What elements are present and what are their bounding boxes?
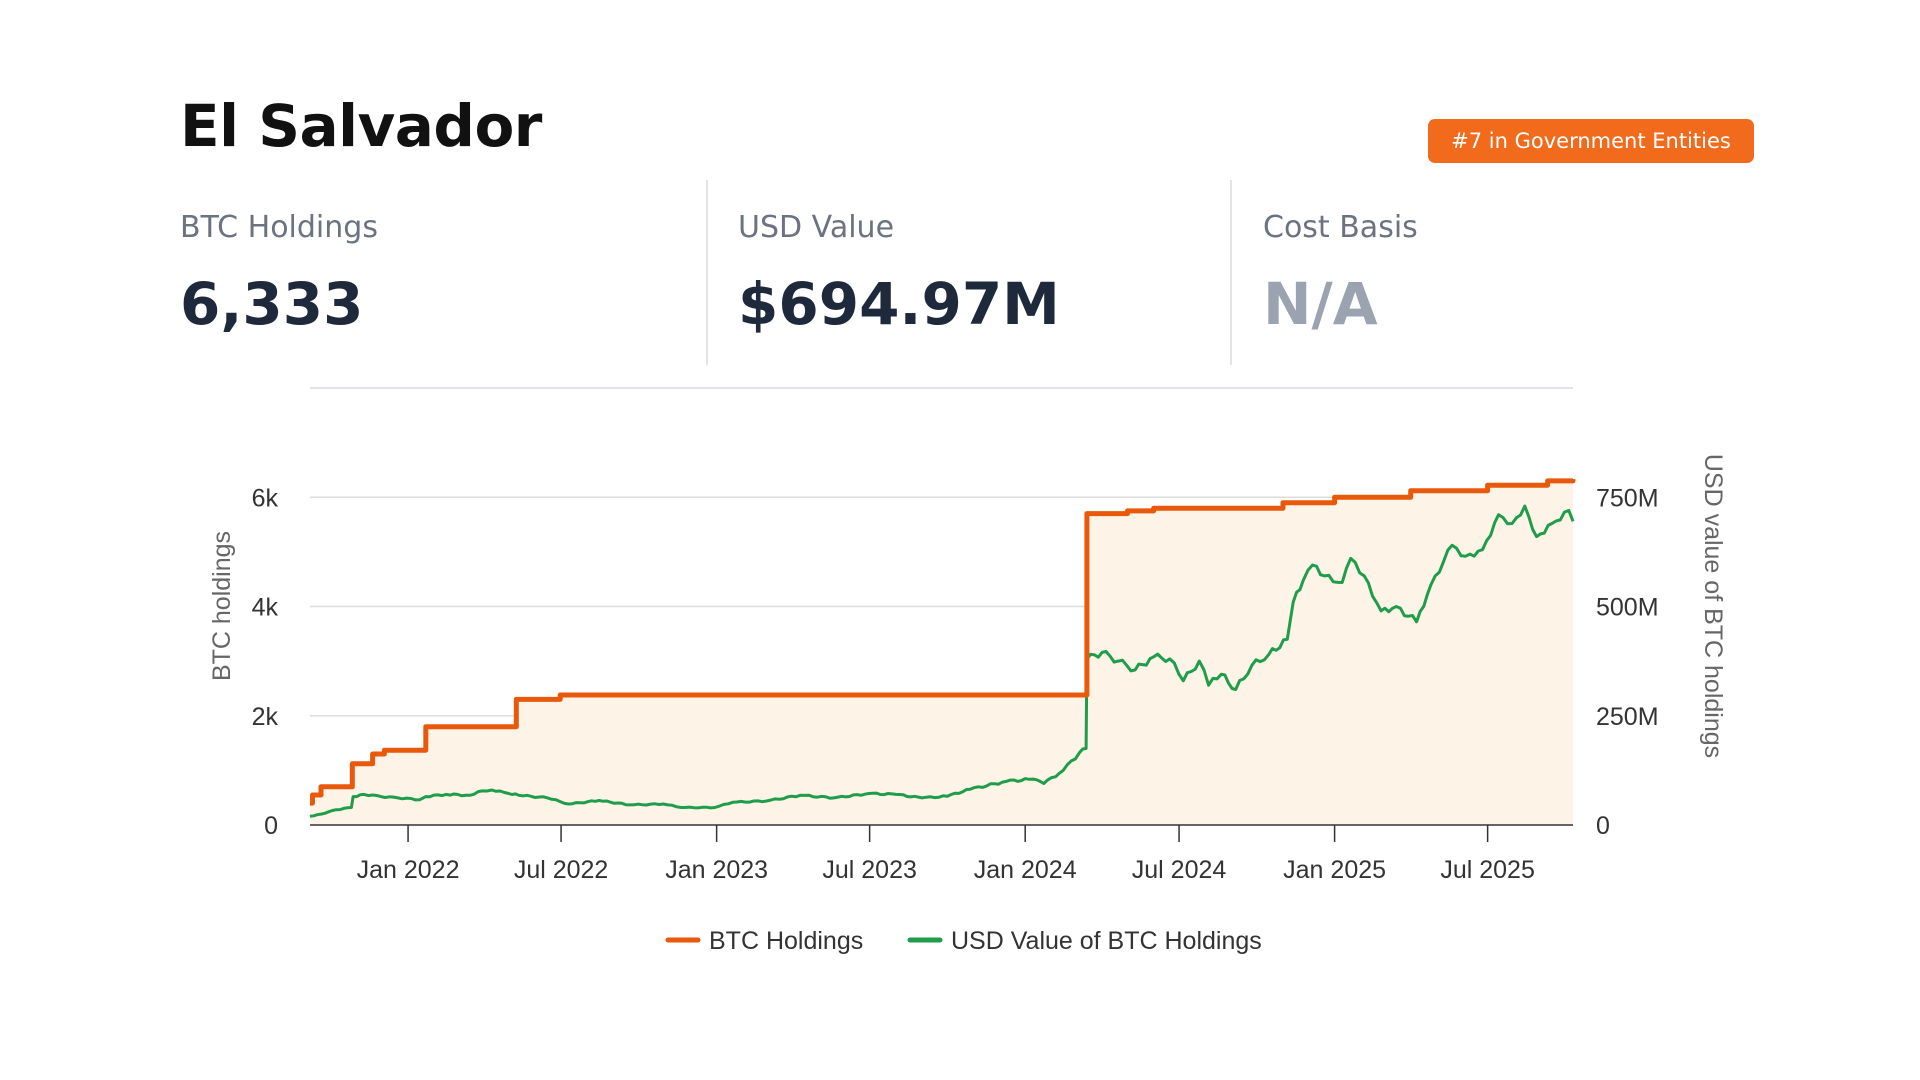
legend-label: USD Value of BTC Holdings [951,927,1262,955]
y-tick-label: 6k [252,484,279,512]
x-tick-label: Jan 2024 [974,856,1077,884]
x-tick-label: Jan 2023 [665,856,768,884]
usd-value-line [309,504,1575,818]
x-tick-label: Jul 2023 [822,856,917,884]
x-tick-label: Jul 2025 [1440,856,1535,884]
y-tick-label: 2k [252,703,279,731]
stat-divider [1230,180,1232,365]
stat-label: Cost Basis [1263,210,1418,245]
stat-label: USD Value [738,210,895,245]
y2-tick-label: 500M [1596,594,1659,622]
btc-holdings-line [310,478,1576,806]
x-tick-label: Jan 2022 [357,856,460,884]
stat-divider [706,180,708,365]
y2-tick-label: 0 [1596,812,1610,840]
x-tick-label: Jul 2022 [514,856,609,884]
rank-badge: #7 in Government Entities [1428,119,1754,163]
btc-holdings-area [310,479,1573,825]
y-tick-label: 4k [252,594,279,622]
y2-tick-label: 750M [1596,484,1659,512]
legend-item-usd-value[interactable]: USD Value of BTC Holdings [907,927,1262,955]
x-tick-label: Jul 2024 [1132,856,1227,884]
stat-value: $694.97M [738,270,1060,338]
x-tick-label: Jan 2025 [1283,856,1386,884]
stat-label: BTC Holdings [180,210,378,245]
legend-label: BTC Holdings [709,927,863,955]
legend-item-btc-holdings[interactable]: BTC Holdings [665,927,863,955]
y2-axis-label: USD value of BTC holdings [1699,454,1727,758]
page-title: El Salvador [180,92,542,160]
y2-tick-label: 250M [1596,703,1659,731]
y-axis-label: BTC holdings [208,531,236,681]
y-tick-label: 0 [264,812,278,840]
stat-value: 6,333 [180,270,364,338]
stat-value: N/A [1263,270,1378,338]
legend: BTC Holdings USD Value of BTC Holdings [665,927,1262,955]
